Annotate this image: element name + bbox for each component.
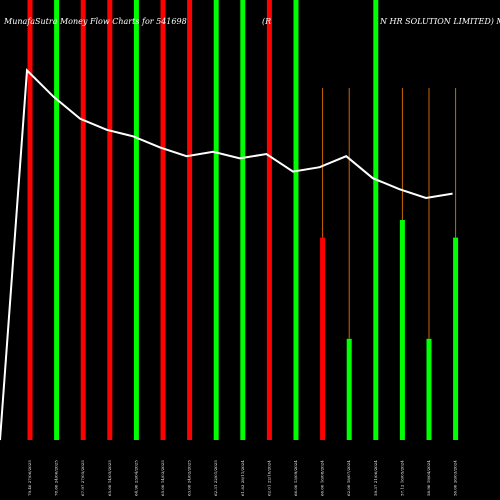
- x-tick-label: 65.00 14/03/2025: [160, 460, 165, 496]
- x-tick-label: 57.12 16/05/2024: [399, 460, 404, 496]
- x-tick-label: 58.90 19/04/2024: [426, 460, 431, 496]
- ticks-group: 79.40 27/06/2025 78.60 24/06/2025 67.97 27…: [27, 460, 458, 496]
- bar-money-in: [213, 0, 219, 440]
- bar-money-out: [27, 0, 33, 440]
- x-tick-label: 62.31 22/01/2025: [213, 460, 218, 496]
- bar-money-in: [373, 0, 379, 440]
- bar-money-out: [187, 0, 193, 440]
- bar-money-out: [266, 0, 272, 440]
- x-tick-label: 61.83 28/11/2024: [240, 460, 245, 496]
- x-tick-label: 62.01 22/10/2024: [266, 460, 271, 496]
- bar-money-in: [54, 0, 60, 440]
- x-tick-label: 56.00 26/03/2024: [453, 460, 458, 496]
- bar-money-in: [426, 338, 432, 440]
- x-tick-label: 63.00 24/02/2025: [187, 460, 192, 496]
- x-tick-label: 79.40 27/06/2025: [27, 460, 32, 496]
- bar-money-in: [399, 220, 405, 440]
- bar-money-out: [160, 0, 166, 440]
- x-tick-label: 65.00 14/05/2025: [107, 460, 112, 496]
- x-tick-label: 62.00 18/07/2024: [346, 460, 351, 496]
- bar-money-in: [453, 237, 459, 440]
- bar-money-in: [240, 0, 246, 440]
- x-tick-label: 66.00 13/09/2024: [293, 460, 298, 496]
- chart-subtitle: (R: [262, 17, 271, 26]
- price-line: [0, 68, 453, 441]
- bar-money-out: [80, 0, 86, 440]
- line-group: [0, 68, 453, 441]
- x-tick-label: 66.00 16/08/2024: [320, 460, 325, 496]
- bar-money-in: [133, 0, 139, 440]
- chart-company: N HR SOLUTION LIMITED) M: [379, 17, 500, 26]
- x-tick-label: 59.37 21/06/2024: [373, 460, 378, 496]
- x-tick-label: 64.90 23/04/2025: [133, 460, 138, 496]
- bar-money-out: [107, 0, 113, 440]
- bar-money-in: [293, 0, 299, 440]
- bars-group: [27, 0, 459, 440]
- x-tick-label: 67.97 27/05/2025: [80, 460, 85, 496]
- chart-title: MunafaSutra Money Flow Charts for 541698: [3, 17, 187, 26]
- bar-money-in: [346, 338, 352, 440]
- x-tick-label: 78.60 24/06/2025: [54, 460, 59, 496]
- bar-money-out: [320, 237, 326, 440]
